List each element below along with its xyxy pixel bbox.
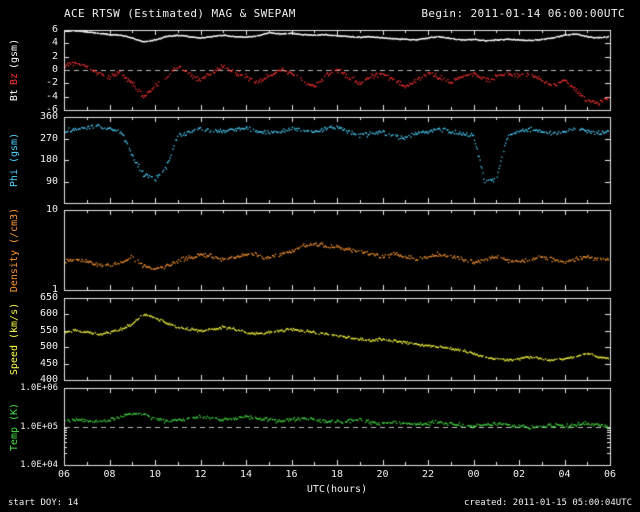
plot-title: ACE RTSW (Estimated) MAG & SWEPAM xyxy=(64,7,296,20)
x-tick-label: 16 xyxy=(285,469,298,480)
x-tick-label: 18 xyxy=(330,469,344,480)
x-tick-label: 02 xyxy=(512,469,526,480)
x-tick-label: 00 xyxy=(467,469,480,480)
y-tick-label: 550 xyxy=(39,324,58,336)
x-tick-label: 08 xyxy=(103,469,116,480)
y-tick-label: 0 xyxy=(51,64,58,75)
y-tick-label: -2 xyxy=(45,77,58,89)
x-tick-label: 14 xyxy=(239,469,253,480)
begin-timestamp: Begin: 2011-01-14 06:00:00UTC xyxy=(421,7,625,20)
y-tick-label: 650 xyxy=(39,292,58,303)
y-tick-label: 180 xyxy=(39,154,58,165)
footer-start-doy: start DOY: 14 xyxy=(8,498,79,508)
y-tick-label: 6 xyxy=(51,24,58,35)
x-tick-label: 06 xyxy=(603,469,617,480)
x-tick-label: 06 xyxy=(57,469,71,480)
y-tick-label: 500 xyxy=(39,341,58,353)
y-axis-title-part: Density (/cm3) xyxy=(9,207,20,293)
footer-created: created: 2011-01-15 05:00:04UTC xyxy=(464,498,632,508)
y-tick-label: 450 xyxy=(39,357,58,369)
x-tick-label: 22 xyxy=(421,469,435,480)
y-tick-label: 600 xyxy=(39,308,58,320)
x-tick-label: 10 xyxy=(148,469,162,480)
x-tick-label: 12 xyxy=(194,469,207,480)
y-tick-label: 90 xyxy=(45,175,58,187)
y-tick-label: 1.0E+06 xyxy=(20,383,58,393)
y-tick-label: 1.0E+04 xyxy=(20,460,58,470)
y-tick-label: 360 xyxy=(39,111,58,122)
y-tick-label: 4 xyxy=(51,37,58,49)
y-tick-label: 400 xyxy=(39,374,58,385)
x-tick-label: 20 xyxy=(376,469,389,480)
y-tick-label: 1.0E+05 xyxy=(20,421,58,432)
y-tick-label: 270 xyxy=(39,132,58,144)
y-tick-label: -4 xyxy=(45,90,58,102)
y-tick-label: -6 xyxy=(45,104,58,115)
y-tick-label: 2 xyxy=(51,50,58,62)
y-tick-label: 10 xyxy=(45,204,58,215)
y-tick-label: 1 xyxy=(51,284,58,295)
x-axis-label: UTC(hours) xyxy=(306,484,368,495)
x-tick-label: 04 xyxy=(558,469,571,480)
